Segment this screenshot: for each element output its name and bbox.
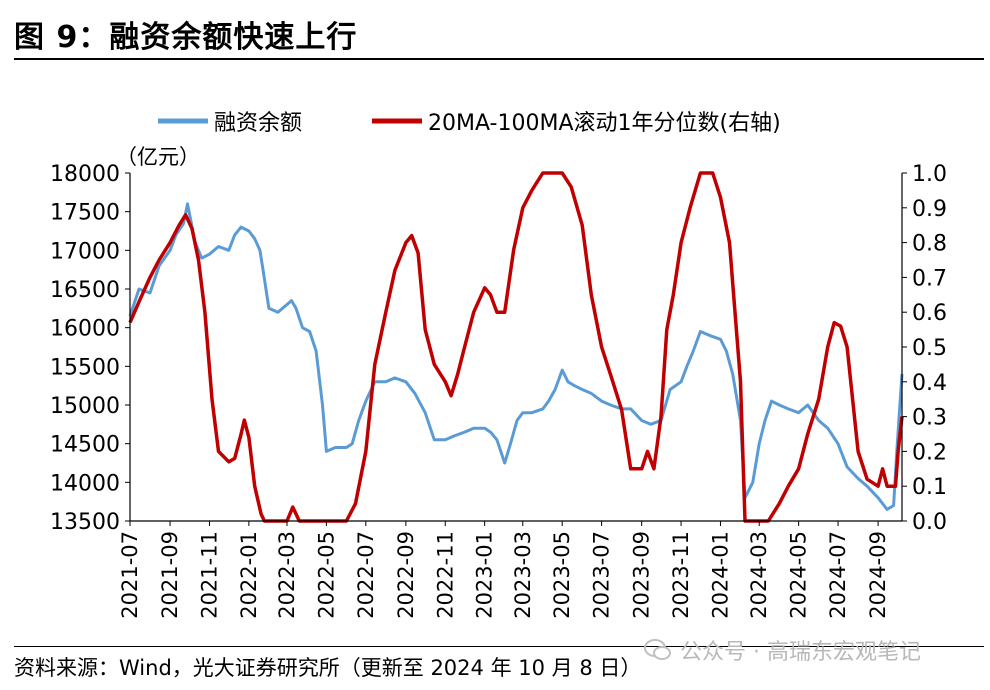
x-tick-label: 2023-09 (630, 531, 654, 619)
left-tick-label: 17500 (50, 201, 120, 226)
right-tick-label: 0.6 (912, 301, 947, 326)
left-tick-label: 14000 (50, 471, 120, 496)
x-tick-label: 2021-07 (118, 531, 142, 619)
title-rule (14, 58, 984, 60)
right-tick-label: 0.3 (912, 406, 947, 431)
x-tick-label: 2024-01 (709, 531, 733, 619)
x-tick-label: 2022-09 (394, 531, 418, 619)
x-tick-label: 2022-07 (354, 531, 378, 619)
left-tick-label: 15500 (50, 355, 120, 380)
chart: 融资余额 20MA-100MA滚动1年分位数(右轴) （亿元） 13500 140… (50, 111, 947, 619)
wechat-icon (644, 639, 671, 660)
x-tick-label: 2023-05 (550, 531, 574, 619)
x-tick-label: 2022-01 (237, 531, 261, 619)
watermark: 公众号 · 高瑞东宏观笔记 (644, 634, 921, 666)
legend: 融资余额 20MA-100MA滚动1年分位数(右轴) (158, 111, 781, 136)
right-tick-label: 0.1 (912, 475, 947, 500)
right-tick-label: 0.8 (912, 232, 947, 257)
x-tick-label: 2023-01 (473, 531, 497, 619)
right-tick-label: 0.7 (912, 266, 947, 291)
right-tick-label: 0.2 (912, 440, 947, 465)
x-tick-label: 2021-11 (198, 531, 222, 619)
left-tick-label: 13500 (50, 510, 120, 535)
figure-title: 图 9：融资余额快速上行 (14, 20, 358, 55)
legend-label-balance: 融资余额 (214, 111, 302, 136)
right-tick-label: 0.5 (912, 336, 947, 361)
series-line-balance (128, 202, 904, 511)
right-tick-label: 0.4 (912, 371, 947, 396)
left-tick-label: 17000 (50, 239, 120, 264)
x-tick-label: 2022-11 (433, 531, 457, 619)
left-tick-label: 16000 (50, 317, 120, 342)
plot-area (128, 171, 904, 523)
x-tick-label: 2023-07 (590, 531, 614, 619)
left-tick-label: 15000 (50, 394, 120, 419)
x-tick-label: 2021-09 (158, 531, 182, 619)
x-tick-label: 2022-03 (275, 531, 299, 619)
x-tick-label: 2023-03 (511, 531, 535, 619)
left-tick-label: 16500 (50, 278, 120, 303)
right-tick-label: 0.9 (912, 197, 947, 222)
series-line-quantile (128, 171, 904, 523)
x-tick-label: 2024-09 (866, 531, 890, 619)
x-tick-label: 2024-07 (826, 531, 850, 619)
x-tick-label: 2023-11 (669, 531, 693, 619)
right-tick-label: 0.0 (912, 510, 947, 535)
watermark-text: 公众号 · 高瑞东宏观笔记 (680, 640, 921, 665)
source-note: 资料来源：Wind，光大证券研究所（更新至 2024 年 10 月 8 日） (14, 656, 642, 680)
left-tick-label: 18000 (50, 162, 120, 187)
x-tick-label: 2024-05 (787, 531, 811, 619)
axes: 13500 14000 14500 15000 15500 16000 16500 17000… (50, 162, 947, 619)
bottom-rule (14, 646, 984, 647)
left-tick-label: 14500 (50, 433, 120, 458)
left-axis-unit: （亿元） (116, 145, 200, 169)
x-tick-label: 2024-03 (747, 531, 771, 619)
right-tick-label: 1.0 (912, 162, 947, 187)
legend-label-quantile: 20MA-100MA滚动1年分位数(右轴) (428, 111, 781, 136)
x-tick-label: 2022-05 (314, 531, 338, 619)
